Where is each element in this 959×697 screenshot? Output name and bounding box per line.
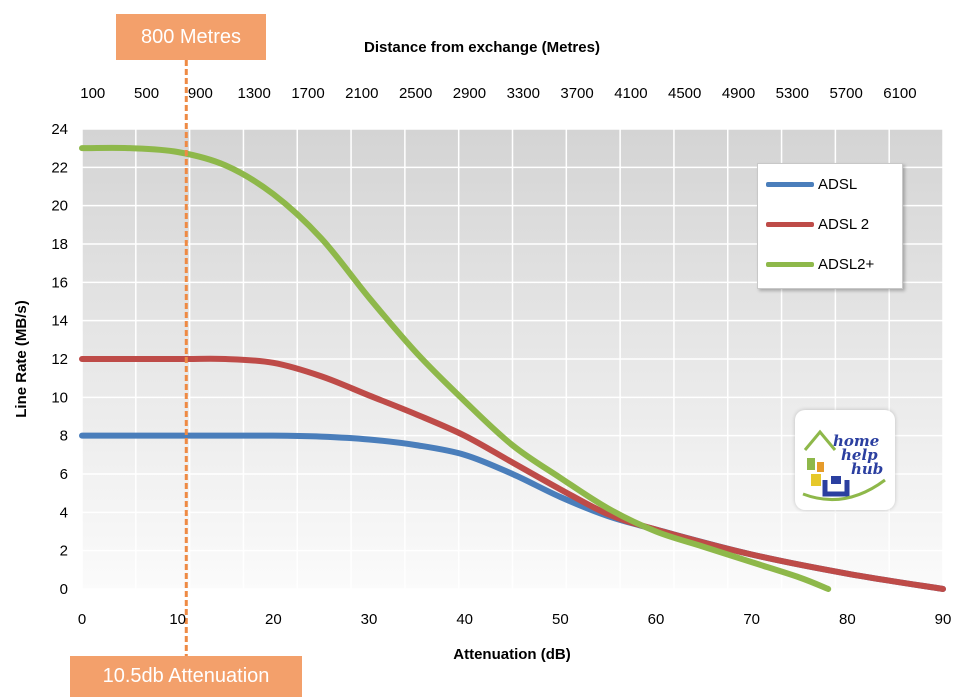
top-tick-label: 900 (188, 85, 213, 102)
series-line-adsl-2 (79, 355, 946, 592)
top-tick-label: 4900 (722, 85, 755, 102)
legend-label: ADSL 2 (818, 216, 870, 233)
logo-line-2: help (841, 446, 878, 464)
y-tick-label: 6 (60, 466, 68, 483)
x-tick-label: 30 (361, 611, 378, 628)
annotation-callout-top: 800 Metres (116, 14, 266, 60)
y-tick-label: 12 (51, 351, 68, 368)
y-tick-label: 20 (51, 198, 68, 215)
top-tick-label: 4100 (614, 85, 647, 102)
y-tick-label: 22 (51, 159, 68, 176)
y-tick-label: 14 (51, 313, 68, 330)
y-tick-label: 8 (60, 428, 68, 445)
y-tick-label: 2 (60, 543, 68, 560)
x-tick-label: 80 (839, 611, 856, 628)
top-tick-label: 5700 (829, 85, 862, 102)
top-tick-label: 4500 (668, 85, 701, 102)
x-tick-label: 50 (552, 611, 569, 628)
legend-label: ADSL (818, 176, 858, 193)
legend-swatch (766, 222, 814, 227)
series-layer (79, 144, 946, 592)
y-tick-label: 18 (51, 236, 68, 253)
legend-swatch (766, 182, 814, 187)
y-tick-label: 4 (60, 504, 68, 521)
legend-item: ADSL (766, 176, 857, 193)
y-tick-label: 10 (51, 389, 68, 406)
y-axis-title: Line Rate (MB/s) (13, 300, 30, 418)
legend-item: ADSL2+ (766, 256, 874, 273)
top-tick-label: 6100 (883, 85, 916, 102)
x-axis-title: Attenuation (dB) (453, 646, 570, 663)
top-tick-label: 2100 (345, 85, 378, 102)
top-tick-label: 2500 (399, 85, 432, 102)
logo-line-1: home (833, 432, 880, 450)
x-tick-label: 40 (456, 611, 473, 628)
top-axis-title: Distance from exchange (Metres) (364, 39, 600, 56)
top-tick-label: 1700 (291, 85, 324, 102)
series-line-adsl2- (79, 144, 832, 592)
x-tick-label: 20 (265, 611, 282, 628)
legend-label: ADSL2+ (818, 256, 875, 273)
x-tick-label: 10 (169, 611, 186, 628)
top-tick-label: 500 (134, 85, 159, 102)
top-tick-label: 2900 (453, 85, 486, 102)
x-tick-label: 0 (78, 611, 86, 628)
y-tick-label: 16 (51, 274, 68, 291)
legend-item: ADSL 2 (766, 216, 869, 233)
top-tick-label: 3700 (560, 85, 593, 102)
top-tick-label: 100 (80, 85, 105, 102)
x-tick-label: 60 (648, 611, 665, 628)
logo-line-3: hub (851, 460, 884, 478)
x-tick-label: 70 (743, 611, 760, 628)
legend-swatch (766, 262, 814, 267)
top-tick-label: 1300 (238, 85, 271, 102)
y-tick-label: 24 (51, 121, 68, 138)
legend: ADSL ADSL 2 ADSL2+ (757, 163, 903, 289)
x-tick-label: 90 (935, 611, 952, 628)
top-tick-label: 5300 (776, 85, 809, 102)
logo: home help hub (795, 410, 895, 510)
y-tick-label: 0 (60, 581, 68, 598)
annotation-callout-bottom: 10.5db Attenuation (70, 656, 302, 697)
logo-text: home help hub (833, 432, 884, 478)
top-tick-label: 3300 (507, 85, 540, 102)
house-logo-icon (802, 429, 886, 501)
